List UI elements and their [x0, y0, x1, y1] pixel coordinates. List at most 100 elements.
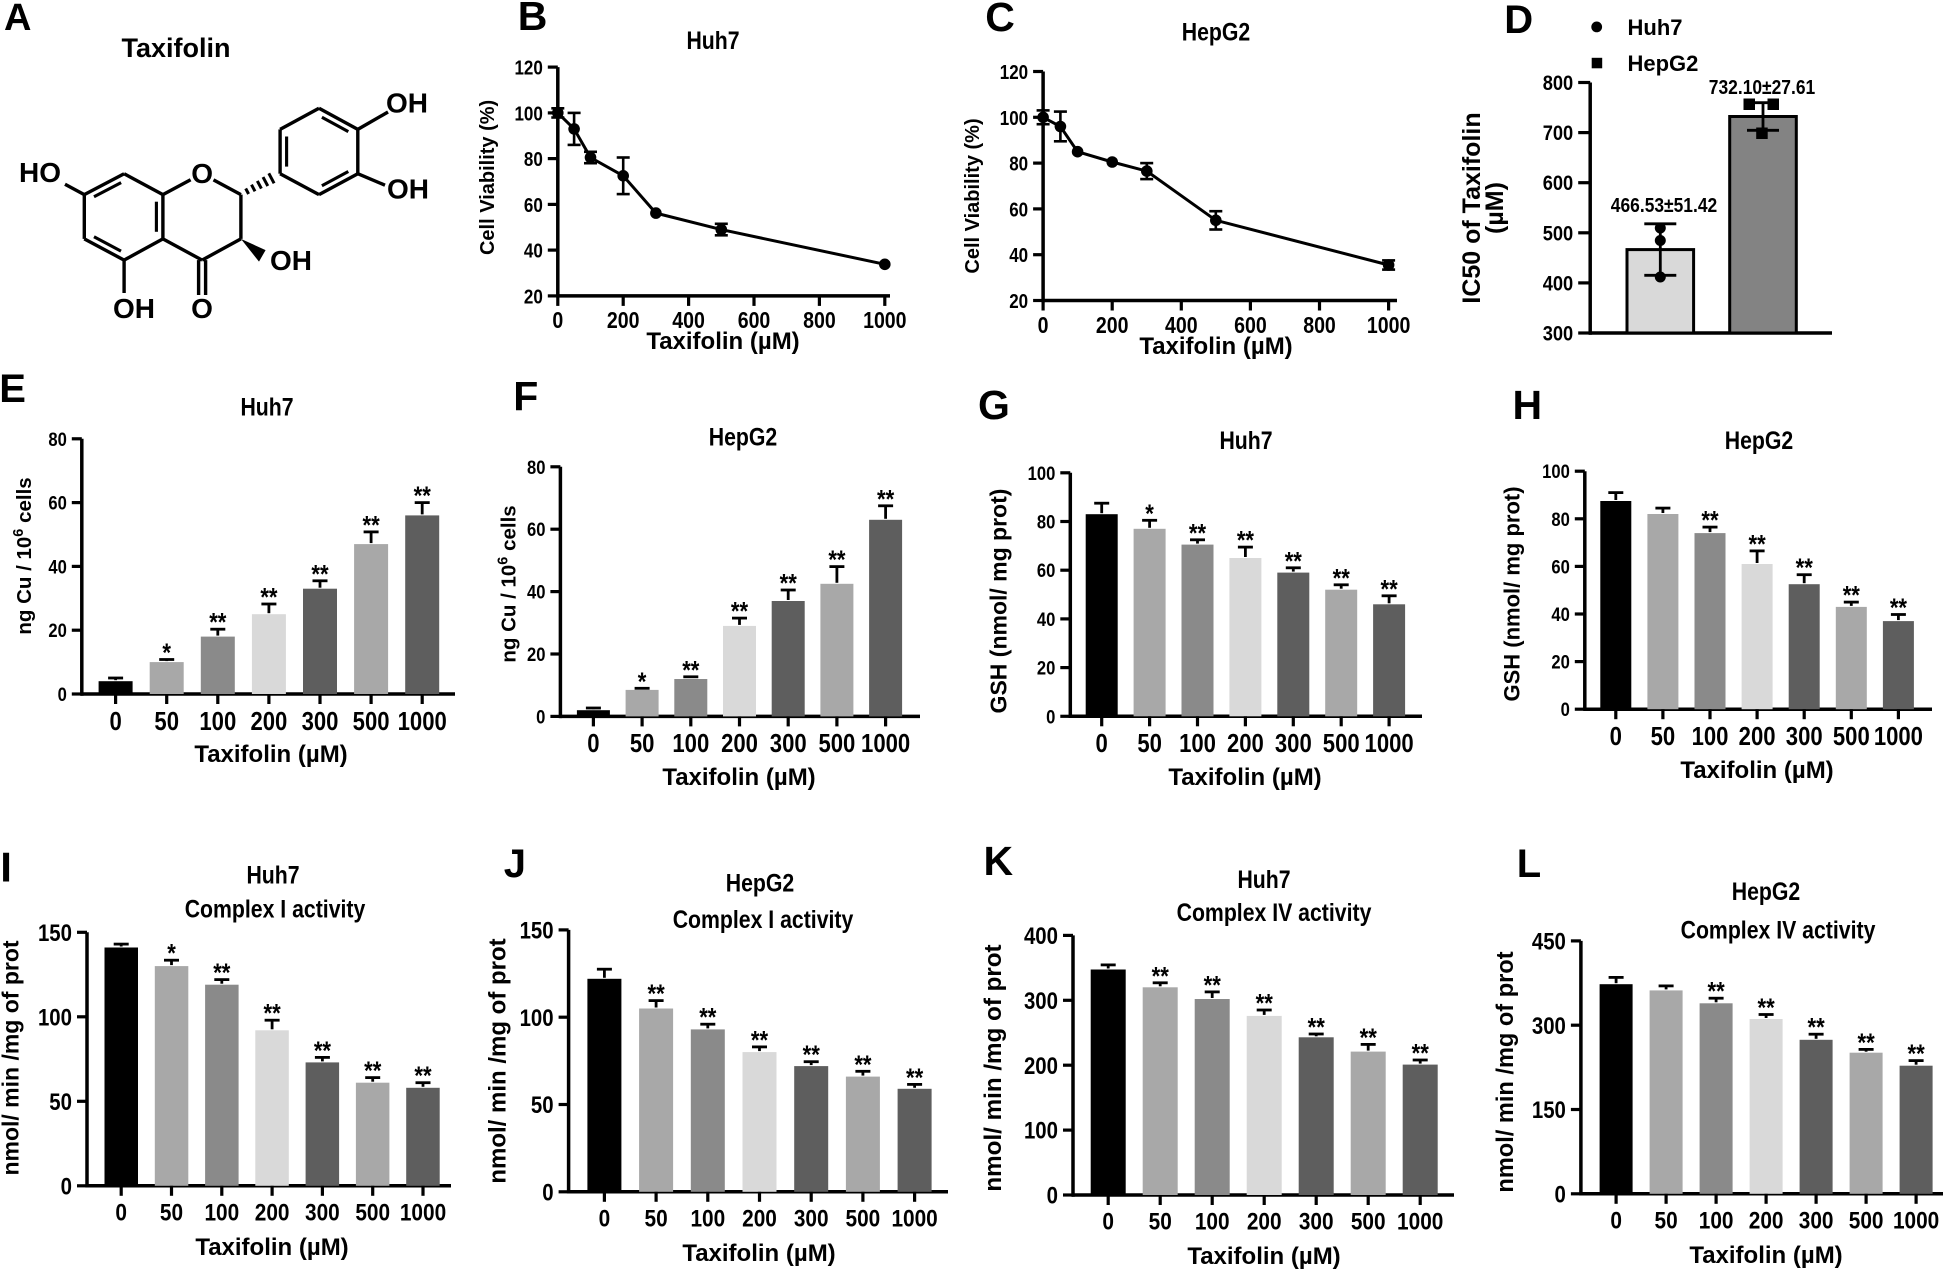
svg-text:nmol/ min /mg of prot: nmol/ min /mg of prot — [1493, 951, 1519, 1192]
svg-text:**: ** — [1381, 575, 1399, 604]
svg-text:**: ** — [1890, 594, 1908, 623]
svg-text:**: ** — [1708, 978, 1726, 1007]
svg-text:HepG2: HepG2 — [726, 869, 794, 897]
svg-text:600: 600 — [738, 308, 771, 334]
svg-text:Cell Viability (%): Cell Viability (%) — [962, 118, 984, 273]
svg-text:**: ** — [364, 1057, 382, 1086]
svg-text:C: C — [985, 0, 1015, 40]
svg-text:**: ** — [803, 1041, 821, 1070]
svg-text:20: 20 — [524, 285, 543, 308]
svg-text:**: ** — [1285, 547, 1303, 576]
svg-text:300: 300 — [770, 729, 807, 758]
svg-text:300: 300 — [1543, 322, 1573, 346]
svg-text:Taxifolin (µM): Taxifolin (µM) — [1680, 757, 1833, 784]
svg-text:100: 100 — [1179, 729, 1216, 758]
svg-text:200: 200 — [1024, 1052, 1058, 1079]
svg-text:80: 80 — [527, 457, 545, 479]
svg-text:0: 0 — [1555, 1181, 1566, 1208]
svg-text:300: 300 — [1799, 1206, 1834, 1234]
svg-text:Huh7: Huh7 — [246, 861, 299, 889]
svg-text:Taxifolin: Taxifolin — [121, 33, 230, 63]
svg-text:400: 400 — [672, 308, 705, 334]
svg-text:0: 0 — [115, 1198, 127, 1226]
svg-text:IC50 of Taxifolin: IC50 of Taxifolin — [1458, 112, 1486, 303]
svg-text:0: 0 — [1610, 722, 1622, 751]
svg-text:50: 50 — [154, 707, 179, 736]
svg-text:**: ** — [1908, 1040, 1926, 1069]
svg-text:0: 0 — [61, 1173, 72, 1200]
svg-text:**: ** — [854, 1051, 872, 1080]
svg-text:0: 0 — [1038, 313, 1049, 339]
svg-text:**: ** — [1152, 962, 1170, 991]
svg-text:20: 20 — [1551, 651, 1569, 673]
svg-text:200: 200 — [1227, 729, 1264, 758]
svg-text:0: 0 — [1561, 699, 1570, 721]
svg-text:G: G — [978, 382, 1010, 428]
svg-text:**: ** — [1858, 1029, 1876, 1058]
svg-text:Huh7: Huh7 — [240, 393, 293, 421]
svg-text:ng Cu / 106 cells: ng Cu / 106 cells — [11, 477, 36, 634]
svg-text:100: 100 — [1028, 463, 1056, 485]
svg-text:80: 80 — [1037, 511, 1055, 533]
svg-text:60: 60 — [1551, 556, 1569, 578]
svg-text:50: 50 — [645, 1204, 668, 1232]
svg-text:200: 200 — [1749, 1206, 1784, 1234]
svg-text:100: 100 — [1542, 461, 1570, 483]
svg-text:200: 200 — [607, 308, 640, 334]
svg-text:E: E — [0, 367, 26, 411]
svg-text:600: 600 — [1543, 172, 1573, 196]
svg-text:50: 50 — [160, 1198, 183, 1226]
svg-text:60: 60 — [48, 492, 66, 514]
svg-text:GSH (nmol/ mg prot): GSH (nmol/ mg prot) — [1500, 486, 1525, 701]
svg-text:800: 800 — [1543, 72, 1573, 96]
svg-text:400: 400 — [1543, 272, 1573, 296]
svg-text:nmol/ min /mg of prot: nmol/ min /mg of prot — [0, 940, 24, 1175]
svg-text:120: 120 — [1000, 61, 1028, 84]
svg-text:**: ** — [414, 482, 432, 511]
svg-text:1000: 1000 — [398, 707, 447, 736]
svg-text:**: ** — [648, 980, 666, 1009]
svg-text:1000: 1000 — [1874, 722, 1923, 751]
svg-text:**: ** — [311, 560, 329, 589]
svg-text:80: 80 — [524, 148, 543, 171]
svg-text:200: 200 — [721, 729, 758, 758]
svg-text:*: * — [1145, 500, 1154, 529]
svg-text:Cell Viability (%): Cell Viability (%) — [477, 100, 499, 255]
svg-text:80: 80 — [1009, 152, 1028, 175]
svg-text:200: 200 — [1096, 313, 1129, 339]
svg-text:150: 150 — [38, 919, 72, 946]
svg-text:100: 100 — [514, 102, 542, 125]
svg-text:100: 100 — [672, 729, 709, 758]
svg-text:Taxifolin (µM): Taxifolin (µM) — [1168, 764, 1321, 791]
svg-text:Complex IV activity: Complex IV activity — [1177, 898, 1372, 926]
svg-text:**: ** — [1808, 1014, 1826, 1043]
svg-text:**: ** — [682, 656, 700, 685]
svg-text:Taxifolin (µM): Taxifolin (µM) — [682, 1240, 835, 1267]
svg-text:HepG2: HepG2 — [1732, 877, 1800, 905]
svg-text:466.53±51.42: 466.53±51.42 — [1611, 195, 1717, 218]
svg-text:40: 40 — [524, 239, 543, 262]
svg-text:Huh7: Huh7 — [1628, 15, 1683, 40]
svg-text:K: K — [984, 838, 1014, 884]
svg-text:500: 500 — [355, 1198, 390, 1226]
svg-text:40: 40 — [1551, 604, 1569, 626]
svg-text:**: ** — [264, 1000, 282, 1029]
svg-text:60: 60 — [1037, 560, 1055, 582]
svg-text:**: ** — [1360, 1024, 1378, 1053]
svg-text:0: 0 — [552, 308, 563, 334]
svg-text:400: 400 — [1165, 313, 1198, 339]
svg-text:**: ** — [1701, 506, 1719, 535]
svg-text:50: 50 — [630, 729, 655, 758]
svg-text:I: I — [0, 843, 12, 890]
svg-text:500: 500 — [1323, 729, 1360, 758]
svg-text:0: 0 — [599, 1204, 611, 1232]
svg-text:**: ** — [828, 546, 846, 575]
svg-text:HepG2: HepG2 — [1182, 18, 1250, 46]
svg-text:**: ** — [906, 1064, 924, 1093]
svg-text:0: 0 — [1096, 729, 1108, 758]
svg-text:**: ** — [1237, 526, 1255, 555]
svg-text:400: 400 — [1024, 922, 1058, 949]
svg-text:**: ** — [751, 1026, 769, 1055]
svg-text:40: 40 — [527, 581, 545, 603]
svg-text:0: 0 — [536, 706, 545, 728]
